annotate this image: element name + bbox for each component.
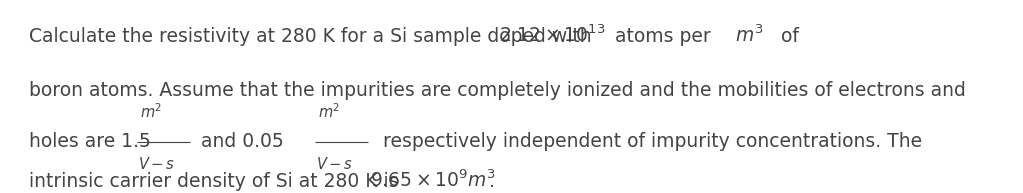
Text: boron atoms. Assume that the impurities are completely ionized and the mobilitie: boron atoms. Assume that the impurities … (29, 81, 966, 101)
Text: of: of (781, 27, 798, 47)
Text: $V-s$: $V-s$ (138, 156, 175, 172)
Text: $m^2$: $m^2$ (140, 102, 163, 121)
Text: .: . (489, 172, 495, 191)
Text: respectively independent of impurity concentrations. The: respectively independent of impurity con… (383, 132, 922, 151)
Text: $2.12\times10^{13}$: $2.12\times10^{13}$ (499, 25, 606, 47)
Text: holes are 1.5: holes are 1.5 (29, 132, 150, 151)
Text: Calculate the resistivity at 280 K for a Si sample doped with: Calculate the resistivity at 280 K for a… (29, 27, 591, 47)
Text: intrinsic carrier density of Si at 280 K is: intrinsic carrier density of Si at 280 K… (29, 172, 398, 191)
Text: $V-s$: $V-s$ (316, 156, 353, 172)
Text: and 0.05: and 0.05 (201, 132, 283, 151)
Text: $9.65\times10^{9}m^3$: $9.65\times10^{9}m^3$ (370, 170, 496, 191)
Text: $m^3$: $m^3$ (735, 25, 763, 47)
Text: $m^2$: $m^2$ (318, 102, 341, 121)
Text: atoms per: atoms per (615, 27, 711, 47)
